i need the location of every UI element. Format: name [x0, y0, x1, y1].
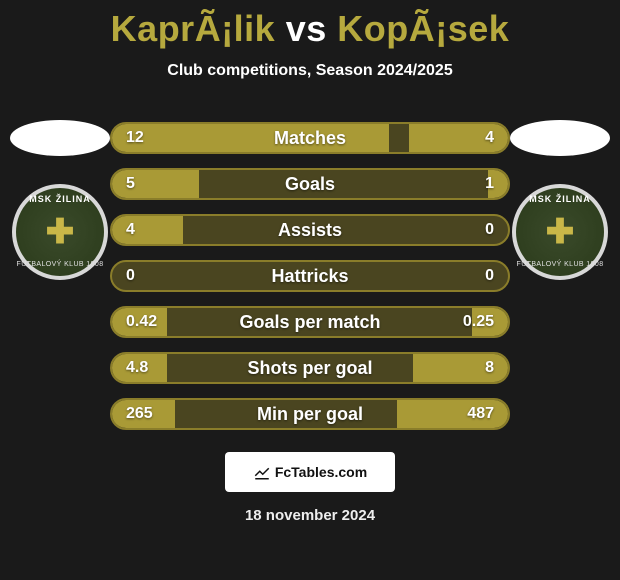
stat-row: 40Assists	[110, 214, 510, 246]
left-player-column: MSK ŽILINA ✚ FUTBALOVÝ KLUB 1908	[10, 120, 110, 280]
title-vs: vs	[286, 8, 327, 49]
stat-label: Matches	[112, 128, 508, 149]
stat-row: 265487Min per goal	[110, 398, 510, 430]
brand-tag: FcTables.com	[225, 452, 395, 492]
stat-row: 0.420.25Goals per match	[110, 306, 510, 338]
stat-row: 51Goals	[110, 168, 510, 200]
player-left-headshot	[10, 120, 110, 156]
subtitle: Club competitions, Season 2024/2025	[0, 62, 620, 80]
badge-cross-icon: ✚	[46, 215, 75, 249]
player-right-headshot	[510, 120, 610, 156]
date-text: 18 november 2024	[0, 507, 620, 524]
right-player-column: MSK ŽILINA ✚ FUTBALOVÝ KLUB 1908	[510, 120, 610, 280]
stat-label: Shots per goal	[112, 358, 508, 379]
badge-cross-icon: ✚	[546, 215, 575, 249]
badge-bottom-text: FUTBALOVÝ KLUB 1908	[517, 261, 604, 268]
stat-row: 4.88Shots per goal	[110, 352, 510, 384]
player-right-club-badge: MSK ŽILINA ✚ FUTBALOVÝ KLUB 1908	[512, 184, 608, 280]
chart-icon	[253, 463, 271, 481]
player-left-club-badge: MSK ŽILINA ✚ FUTBALOVÝ KLUB 1908	[12, 184, 108, 280]
player-left-name: KaprÃ¡lik	[111, 8, 276, 49]
stat-label: Goals per match	[112, 312, 508, 333]
stat-label: Goals	[112, 174, 508, 195]
stat-label: Min per goal	[112, 404, 508, 425]
stat-row: 00Hattricks	[110, 260, 510, 292]
comparison-title: KaprÃ¡lik vs KopÃ¡sek	[0, 0, 620, 50]
stat-row: 124Matches	[110, 122, 510, 154]
badge-bottom-text: FUTBALOVÝ KLUB 1908	[17, 261, 104, 268]
stat-label: Hattricks	[112, 266, 508, 287]
badge-top-text: MSK ŽILINA	[529, 194, 591, 204]
badge-top-text: MSK ŽILINA	[29, 194, 91, 204]
player-right-name: KopÃ¡sek	[337, 8, 509, 49]
stat-label: Assists	[112, 220, 508, 241]
comparison-bars: 124Matches 51Goals 40Assists 00Hattricks 0.4…	[110, 122, 510, 430]
brand-text: FcTables.com	[275, 464, 367, 480]
